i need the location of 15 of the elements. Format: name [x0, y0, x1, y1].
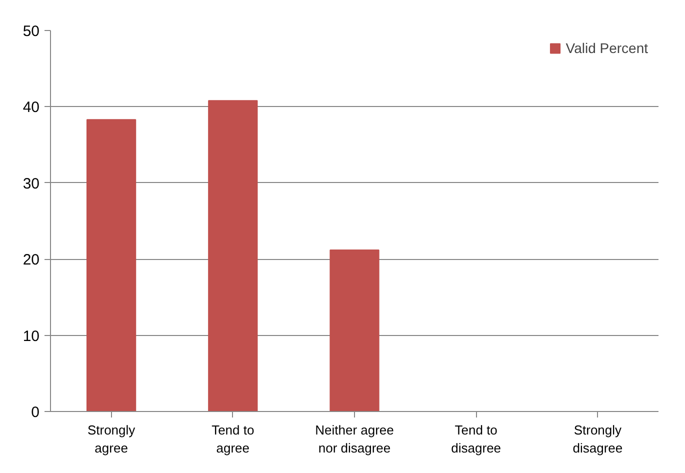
y-tick-label: 30 — [22, 175, 40, 192]
y-tick-label: 50 — [22, 23, 40, 40]
y-tick-label: 40 — [22, 99, 40, 116]
x-tick-label: Strongly disagree — [572, 422, 623, 456]
y-tick-label: 0 — [31, 404, 40, 421]
x-tick-label: Tend to disagree — [451, 422, 502, 456]
bar — [208, 100, 258, 412]
y-tick-label: 20 — [22, 252, 40, 269]
bar — [86, 119, 136, 412]
x-tick-label: Tend to agree — [212, 422, 254, 456]
x-tick-label: Neither agree nor disagree — [315, 422, 394, 456]
y-tick-label: 10 — [22, 328, 40, 345]
legend-label: Valid Percent — [566, 40, 648, 56]
x-tick-label: Strongly agree — [87, 422, 136, 456]
bar — [330, 249, 380, 412]
